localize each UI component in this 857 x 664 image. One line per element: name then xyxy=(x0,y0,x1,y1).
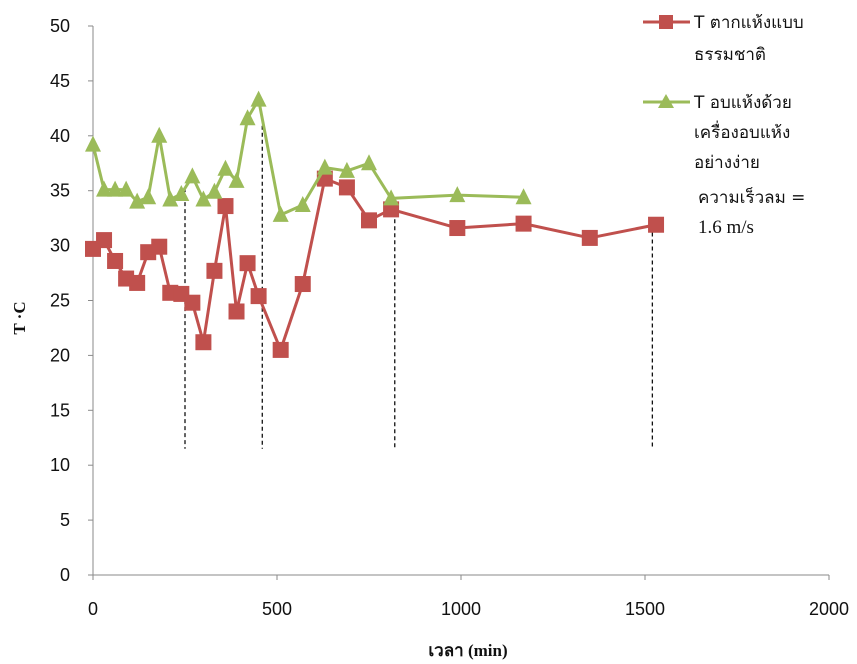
legend-label-series-1-line1: T ตากแห้งแบบ xyxy=(693,13,804,33)
series-1-point xyxy=(648,216,665,233)
series-2-point xyxy=(118,180,135,197)
series-2-point xyxy=(107,180,124,197)
series-1-point xyxy=(250,288,267,305)
series-1 xyxy=(85,170,665,358)
y-tick-label: 25 xyxy=(50,291,70,311)
series-2-point xyxy=(250,90,267,107)
series-2-point xyxy=(316,158,333,175)
legend-marker-series-1 xyxy=(659,15,673,29)
x-tick-label: 0 xyxy=(88,599,98,619)
y-tick-label: 50 xyxy=(50,16,70,36)
y-tick-label: 30 xyxy=(50,236,70,256)
series-1-point xyxy=(338,179,355,196)
series-2-point xyxy=(383,189,400,206)
series-2-point xyxy=(195,190,212,207)
series-2-point xyxy=(217,159,234,176)
vertical-markers xyxy=(184,118,654,449)
series-1-point xyxy=(206,262,223,279)
y-tick-label: 20 xyxy=(50,345,70,365)
series-2-point xyxy=(96,180,113,197)
y-tick-label: 10 xyxy=(50,455,70,475)
series-2 xyxy=(85,90,532,222)
series-1-point xyxy=(361,212,377,229)
y-tick-label: 40 xyxy=(50,126,70,146)
series-2-point xyxy=(361,154,377,171)
y-tick-label: 35 xyxy=(50,181,70,201)
y-tick-label: 0 xyxy=(60,565,70,585)
series-1-point xyxy=(151,238,168,255)
series-1-point xyxy=(449,220,466,237)
series-1-point xyxy=(228,303,245,320)
series-1-point xyxy=(294,276,311,293)
series-1-point xyxy=(129,274,146,291)
series-1-point xyxy=(272,341,289,358)
x-tick-label: 1000 xyxy=(441,599,481,619)
legend-label-series-2-line2: เครื่องอบแห้ง xyxy=(694,120,790,143)
series-1-point xyxy=(239,255,256,272)
x-tick-label: 2000 xyxy=(809,599,849,619)
series-2-point xyxy=(449,186,466,203)
x-axis-title: เวลา (min) xyxy=(428,641,507,660)
y-tick-label: 15 xyxy=(50,400,70,420)
legend: T ตากแห้งแบบ ธรรมชาติ T อบแห้งด้วย เครื่… xyxy=(643,13,804,173)
annotation-line-1: ความเร็วลม = xyxy=(698,186,805,208)
series-2-point xyxy=(162,190,179,207)
series-2-point xyxy=(294,195,311,212)
series-2-point xyxy=(272,205,289,222)
legend-label-series-2-line1: T อบแห้งด้วย xyxy=(693,93,792,113)
x-tick-label: 500 xyxy=(262,599,292,619)
legend-label-series-1-line2: ธรรมชาติ xyxy=(694,45,766,65)
series-2-point xyxy=(228,171,245,188)
series-1-point xyxy=(107,252,124,269)
series-1-point xyxy=(217,198,234,215)
x-tick-label: 1500 xyxy=(625,599,665,619)
legend-item-series-1: T ตากแห้งแบบ ธรรมชาติ xyxy=(643,13,804,65)
series-2-point xyxy=(85,135,101,152)
series-1-point xyxy=(184,294,201,311)
y-axis-title: T ·C xyxy=(10,301,29,334)
series-1-line xyxy=(92,177,657,352)
series-2-point xyxy=(129,192,146,209)
series-2-point xyxy=(239,109,256,126)
series-2-point xyxy=(151,126,168,143)
y-tick-label: 45 xyxy=(50,71,70,91)
series-1-point xyxy=(515,215,532,232)
legend-item-series-2: T อบแห้งด้วย เครื่องอบแห้ง อย่างง่าย xyxy=(643,93,792,173)
series-2-point xyxy=(515,188,532,205)
series-2-point xyxy=(184,167,201,184)
legend-marker-series-2 xyxy=(658,94,674,108)
wind-speed-annotation: ความเร็วลม = 1.6 m/s xyxy=(698,186,805,238)
series-2-point xyxy=(338,161,355,178)
series-2-point xyxy=(206,182,223,199)
series-1-point xyxy=(96,232,113,249)
series-1-point xyxy=(581,229,598,246)
legend-label-series-2-line3: อย่างง่าย xyxy=(694,153,760,173)
annotation-line-2: 1.6 m/s xyxy=(698,217,754,238)
series-2-point xyxy=(140,188,157,205)
series-2-point xyxy=(173,184,190,201)
series xyxy=(85,90,665,358)
y-tick-label: 5 xyxy=(60,510,70,530)
series-1-point xyxy=(195,334,212,351)
